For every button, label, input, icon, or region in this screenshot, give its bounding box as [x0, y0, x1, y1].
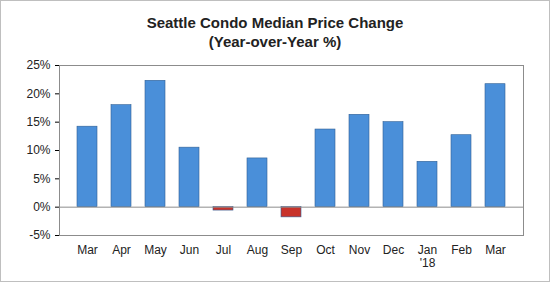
svg-text:Nov: Nov — [349, 243, 370, 257]
svg-text:Apr: Apr — [112, 243, 131, 257]
svg-text:0%: 0% — [33, 200, 51, 214]
html-text:(Year-over-Year %): (Year-over-Year %) — [208, 33, 342, 50]
svg-text:15%: 15% — [26, 115, 50, 129]
svg-text:Oct: Oct — [316, 243, 335, 257]
svg-text:Aug: Aug — [247, 243, 268, 257]
svg-text:May: May — [144, 243, 167, 257]
svg-text:Mar: Mar — [77, 243, 98, 257]
html-text:Seattle Condo Median Price Cha: Seattle Condo Median Price Change — [146, 14, 404, 31]
svg-text:10%: 10% — [26, 143, 50, 157]
svg-text:25%: 25% — [26, 58, 50, 72]
svg-text:Sep: Sep — [281, 243, 303, 257]
svg-text:Jun: Jun — [180, 243, 199, 257]
svg-text:5%: 5% — [33, 172, 51, 186]
svg-text:Jan'18: Jan'18 — [418, 243, 437, 270]
svg-text:Dec: Dec — [383, 243, 404, 257]
svg-text:Mar: Mar — [485, 243, 506, 257]
svg-text:Feb: Feb — [451, 243, 472, 257]
svg-text:20%: 20% — [26, 87, 50, 101]
svg-text:Jul: Jul — [216, 243, 231, 257]
svg-text:-5%: -5% — [29, 228, 51, 242]
